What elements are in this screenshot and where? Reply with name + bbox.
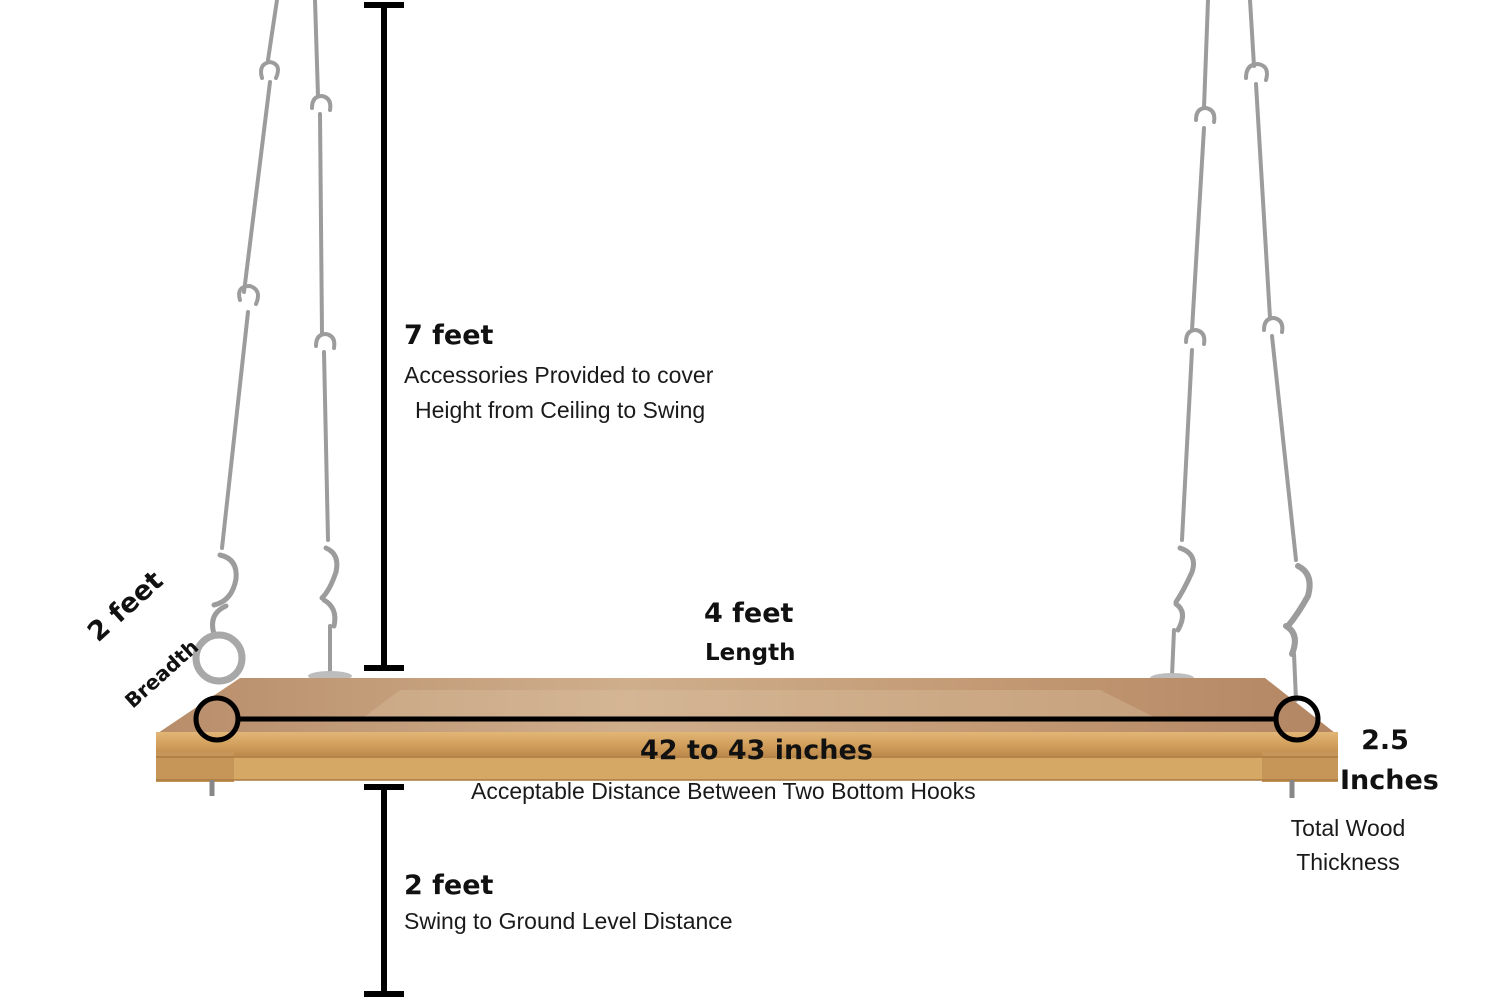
chain-right-outer: [1244, 0, 1313, 702]
ground-marker-line: [364, 784, 404, 997]
height-desc-line2: Height from Ceiling to Swing: [415, 397, 706, 423]
hook-distance-value: 42 to 43 inches: [640, 735, 873, 766]
length-value: 4 feet: [704, 598, 794, 629]
ground-value: 2 feet: [404, 870, 494, 901]
seat-top-sheen: [360, 690, 1160, 720]
chain-right-inner: [1170, 0, 1217, 678]
ring-left: [192, 631, 246, 685]
seat-edge: [156, 732, 1338, 758]
thickness-value-line1: 2.5: [1361, 725, 1409, 756]
length-label: Length: [705, 640, 796, 666]
hook-marker-right: [1273, 695, 1321, 743]
chain-left-outer: [210, 0, 280, 637]
thickness-value-line2: Inches: [1340, 765, 1439, 796]
thickness-label-line1: Total Wood: [1290, 815, 1406, 841]
ground-label: Swing to Ground Level Distance: [404, 908, 733, 934]
chain-left-inner: [310, 0, 340, 676]
hook-distance-label: Acceptable Distance Between Two Bottom H…: [471, 778, 976, 804]
seat-frame: [156, 756, 1338, 780]
height-marker-line: [364, 2, 404, 671]
hook-marker-left: [193, 695, 241, 743]
height-value: 7 feet: [404, 320, 494, 351]
height-desc-line1: Accessories Provided to cover: [404, 362, 714, 388]
thickness-label-line2: Thickness: [1296, 849, 1400, 875]
